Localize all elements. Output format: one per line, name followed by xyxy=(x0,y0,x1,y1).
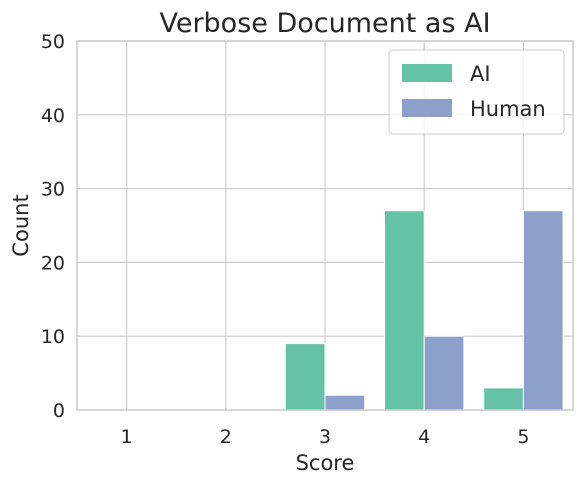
bar-human-4 xyxy=(423,335,465,411)
y-tick-label: 40 xyxy=(41,105,65,127)
x-axis-label: Score xyxy=(296,451,355,475)
y-axis-label: Count xyxy=(9,194,33,256)
legend-swatch-ai xyxy=(402,64,452,82)
x-tick-label: 4 xyxy=(418,426,430,448)
plot-frame xyxy=(76,40,574,411)
bar-ai-5 xyxy=(483,387,524,411)
bar-ai-4 xyxy=(384,210,425,411)
legend-label-ai: AI xyxy=(470,62,491,86)
chart-title: Verbose Document as AI xyxy=(159,8,490,39)
bars xyxy=(284,210,564,411)
bar-ai-3 xyxy=(284,343,326,411)
legend-label-human: Human xyxy=(470,97,546,121)
tick-labels: 0 10 20 30 40 50 1 2 3 4 5 xyxy=(41,31,530,448)
y-tick-label: 0 xyxy=(53,400,65,422)
y-tick-label: 30 xyxy=(41,179,65,201)
y-tick-label: 10 xyxy=(41,326,65,348)
x-tick-label: 3 xyxy=(319,426,331,448)
x-tick-label: 5 xyxy=(517,426,529,448)
y-tick-label: 50 xyxy=(41,31,65,53)
x-tick-label: 1 xyxy=(121,426,133,448)
y-tick-label: 20 xyxy=(41,252,65,274)
bar-human-5 xyxy=(522,210,564,411)
legend: AI Human xyxy=(388,49,565,135)
x-tick-label: 2 xyxy=(220,426,232,448)
legend-swatch-human xyxy=(402,99,452,117)
bar-human-3 xyxy=(324,394,366,411)
